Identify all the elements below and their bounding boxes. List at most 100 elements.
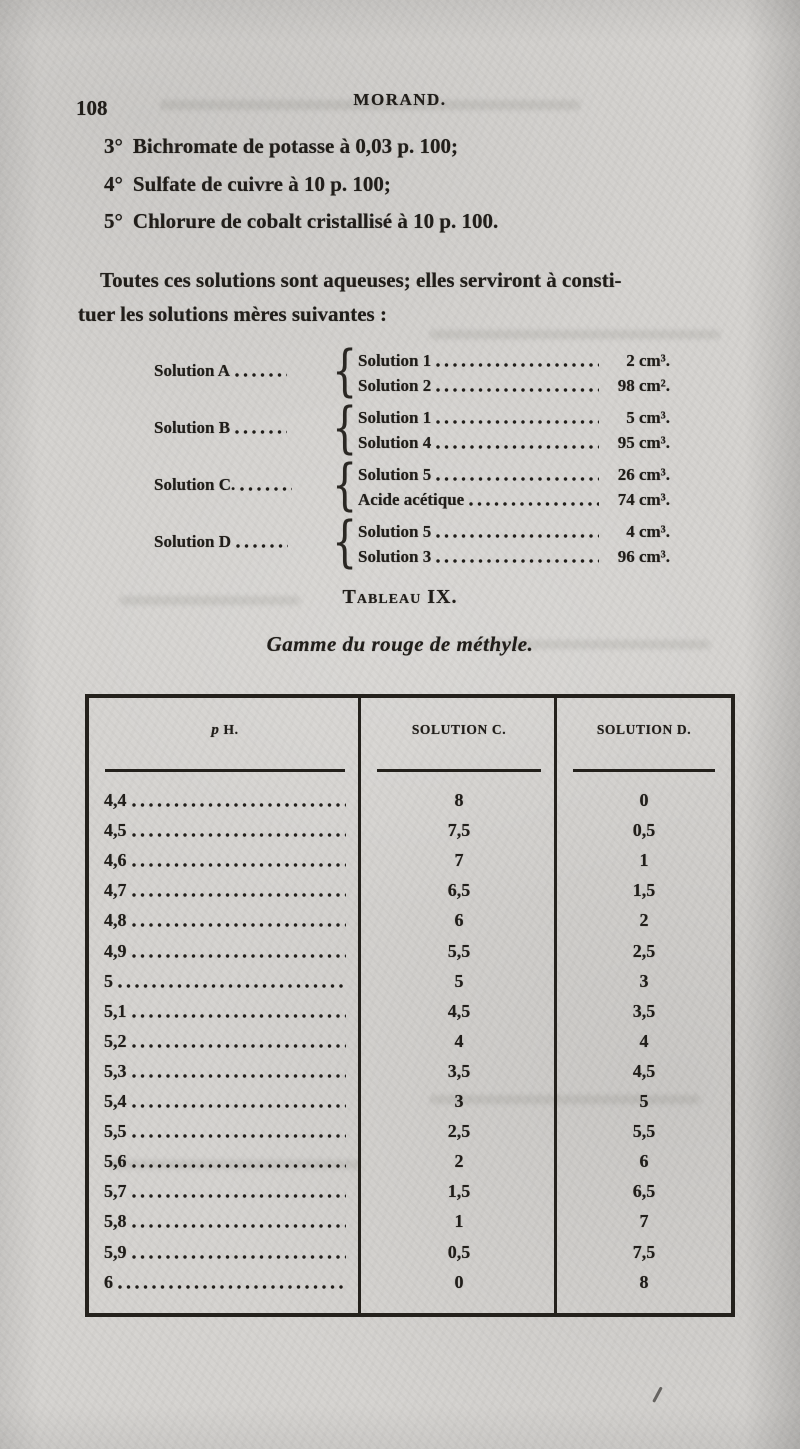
solution-c-cell: 2 [361,1145,557,1175]
solution-c-value: 4,5 [447,1000,471,1021]
solution-c-cell: 7 [361,844,557,874]
intro-list-item: 4° Sulfate de cuivre à 10 p. 100; [104,172,724,210]
item-marker: 4° [104,171,123,196]
item-text: Chlorure de cobalt cristallisé à 10 p. 1… [132,209,499,233]
solution-d-value: 6,5 [632,1181,656,1202]
component-volume: 95 cm³. [617,433,670,452]
bleed-through-streak [430,330,720,339]
dot-leader [436,444,599,450]
solution-c-value: 4 [454,1030,464,1051]
table-row: 4,7 6,5 1,5 [89,874,731,904]
brace-glyph: { [332,452,357,517]
intro-list-item: 3° Bichromate de potasse à 0,03 p. 100; [104,134,724,172]
ph-cell: 5,9 [89,1235,361,1265]
solution-d-value: 6 [639,1151,649,1172]
dot-leader [131,862,346,869]
solution-c-value: 6 [454,910,464,931]
table-row: 5,9 0,5 7,5 [89,1235,731,1265]
solution-d-value: 1 [639,850,649,871]
table-row: 5,3 3,5 4,5 [89,1055,731,1085]
ph-cell: 5,6 [89,1145,361,1175]
component-name: Solution 1 [358,408,432,427]
component-name: Solution 5 [358,465,432,484]
table-row: 5 5 3 [89,965,731,995]
solution-label-wrap: Solution B [150,418,328,438]
scan-artifact-mark [652,1386,663,1403]
ph-cell: 5,8 [89,1205,361,1235]
component-name: Acide acétique [358,490,465,509]
solution-d-value: 3 [639,970,649,991]
solution-group: Solution A {Solution 1 2 cm³. Solution 2 98 … [150,338,670,403]
ph-value: 4,7 [104,880,127,901]
ph-cell: 4,4 [89,784,361,814]
brace-glyph: { [332,338,357,403]
table-row: 4,5 7,5 0,5 [89,814,731,844]
intro-list-item: 5° Chlorure de cobalt cristallisé à 10 p.… [104,209,724,247]
solution-c-value: 5,5 [447,940,471,961]
solution-rows: Solution 5 4 cm³. Solution 3 96 cm³. [358,517,670,567]
ph-value: 5,4 [104,1091,127,1112]
brace-glyph: { [332,509,357,574]
solution-d-value: 1,5 [632,880,656,901]
solution-label: Solution C. [154,475,236,494]
ph-value: 5,1 [104,1000,127,1021]
solution-label-wrap: Solution A [150,361,328,381]
ph-value: 4,8 [104,910,127,931]
solution-c-value: 6,5 [447,880,471,901]
dot-leader [118,982,346,989]
ph-cell: 5,5 [89,1115,361,1145]
solution-c-cell: 1,5 [361,1175,557,1205]
solution-label: Solution A [154,361,231,380]
solution-d-value: 2,5 [632,940,656,961]
solution-c-value: 2 [454,1151,464,1172]
item-marker: 5° [104,209,123,233]
solution-d-column-header: SOLUTION D. [557,698,731,772]
dot-leader [131,1072,346,1079]
solution-label-wrap: Solution D [150,532,328,552]
dot-leader [131,1253,346,1260]
solution-label-wrap: Solution C. [150,475,328,495]
dot-leader [436,387,599,393]
solution-d-cell: 0,5 [557,814,731,844]
solution-d-cell: 6 [557,1145,731,1175]
solution-d-cell: 6,5 [557,1175,731,1205]
dot-leader [131,1223,346,1230]
dot-leader [131,952,346,959]
dot-leader [235,429,288,435]
solution-d-cell: 0 [557,784,731,814]
dot-leader [236,543,288,549]
intro-list: 3° Bichromate de potasse à 0,03 p. 100; 4°… [104,134,724,247]
ph-table: p H. SOLUTION C. SOLUTION D. 4,4 8 0 4,5 7,5… [85,694,735,1317]
solution-component-row: Solution 5 26 cm³. [358,460,670,485]
component-name: Solution 5 [358,522,432,541]
solution-rows: Solution 5 26 cm³. Acide acétique 74 cm³. [358,460,670,510]
table-header-row: p H. SOLUTION C. SOLUTION D. [89,698,731,772]
dot-leader [131,1042,346,1049]
column-separator [554,698,557,1313]
dot-leader [131,832,346,839]
ph-cell: 4,7 [89,874,361,904]
solution-c-cell: 0,5 [361,1235,557,1265]
running-head: MORAND. [353,90,447,109]
column-separator [358,698,361,1313]
ph-column-header: p H. [89,698,361,772]
table-row: 4,4 8 0 [89,784,731,814]
ph-cell: 5,4 [89,1085,361,1115]
solution-c-cell: 2,5 [361,1115,557,1145]
component-name: Solution 1 [358,351,432,370]
solution-component-row: Solution 1 2 cm³. [358,346,670,371]
ph-cell: 4,6 [89,844,361,874]
solution-c-value: 8 [454,790,464,811]
solution-c-value: 1 [454,1211,464,1232]
solution-c-cell: 6,5 [361,874,557,904]
solution-d-cell: 1,5 [557,874,731,904]
solution-group: Solution B {Solution 1 5 cm³. Solution 4 95 … [150,395,670,460]
solution-d-value: 0 [639,790,649,811]
component-volume: 74 cm³. [617,490,670,509]
ph-cell: 5,3 [89,1055,361,1085]
brace-glyph: { [332,395,357,460]
solution-d-value: 5,5 [632,1121,656,1142]
paragraph-line-1: Toutes ces solutions sont aqueuses; elle… [100,268,622,292]
table-row: 5,8 1 7 [89,1205,731,1235]
